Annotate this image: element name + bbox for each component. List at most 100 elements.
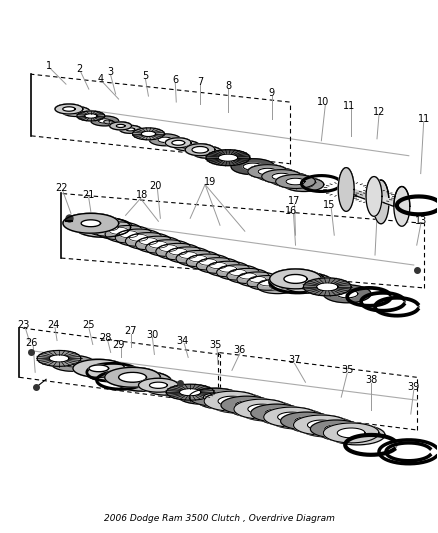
Text: 7: 7 bbox=[197, 77, 203, 87]
Polygon shape bbox=[81, 220, 101, 227]
Polygon shape bbox=[264, 407, 319, 427]
Polygon shape bbox=[93, 224, 113, 231]
Polygon shape bbox=[286, 178, 305, 185]
Polygon shape bbox=[270, 173, 310, 187]
Polygon shape bbox=[273, 412, 296, 420]
Polygon shape bbox=[115, 229, 162, 246]
Polygon shape bbox=[338, 168, 389, 202]
Polygon shape bbox=[248, 165, 296, 175]
Polygon shape bbox=[110, 126, 141, 133]
Polygon shape bbox=[270, 279, 333, 293]
Polygon shape bbox=[296, 278, 319, 287]
Polygon shape bbox=[73, 368, 137, 381]
Polygon shape bbox=[394, 187, 410, 226]
Text: 13: 13 bbox=[415, 216, 427, 227]
Polygon shape bbox=[276, 175, 324, 184]
Polygon shape bbox=[165, 138, 191, 148]
Polygon shape bbox=[156, 244, 201, 260]
Polygon shape bbox=[251, 413, 311, 425]
Polygon shape bbox=[192, 146, 222, 158]
Polygon shape bbox=[265, 409, 288, 417]
Polygon shape bbox=[217, 265, 259, 280]
Polygon shape bbox=[149, 134, 181, 146]
Polygon shape bbox=[125, 232, 172, 249]
Polygon shape bbox=[197, 391, 249, 409]
Polygon shape bbox=[149, 382, 167, 389]
Text: 1: 1 bbox=[46, 61, 52, 71]
Polygon shape bbox=[185, 144, 215, 156]
Polygon shape bbox=[159, 245, 177, 252]
Polygon shape bbox=[281, 412, 340, 424]
Text: 26: 26 bbox=[25, 337, 37, 348]
Polygon shape bbox=[204, 401, 266, 413]
Polygon shape bbox=[166, 247, 210, 263]
Polygon shape bbox=[221, 396, 273, 414]
Polygon shape bbox=[85, 114, 97, 118]
Polygon shape bbox=[276, 175, 315, 189]
Polygon shape bbox=[336, 290, 358, 298]
Polygon shape bbox=[294, 181, 314, 188]
Polygon shape bbox=[191, 393, 213, 400]
Polygon shape bbox=[176, 251, 220, 266]
Polygon shape bbox=[129, 234, 148, 241]
Polygon shape bbox=[178, 388, 226, 404]
Text: 6: 6 bbox=[172, 75, 178, 85]
Polygon shape bbox=[174, 141, 200, 151]
Polygon shape bbox=[133, 128, 164, 140]
Polygon shape bbox=[366, 176, 382, 216]
Text: 36: 36 bbox=[234, 345, 246, 356]
Polygon shape bbox=[323, 285, 371, 303]
Polygon shape bbox=[293, 415, 355, 427]
Polygon shape bbox=[284, 274, 307, 284]
Text: 12: 12 bbox=[373, 107, 385, 117]
Text: 18: 18 bbox=[136, 190, 148, 200]
Text: 8: 8 bbox=[225, 81, 231, 91]
Text: 37: 37 bbox=[288, 356, 301, 366]
Text: 22: 22 bbox=[55, 183, 67, 193]
Polygon shape bbox=[251, 404, 311, 416]
Polygon shape bbox=[338, 168, 354, 212]
Polygon shape bbox=[234, 409, 296, 421]
Text: 17: 17 bbox=[288, 197, 301, 206]
Polygon shape bbox=[135, 236, 181, 253]
Polygon shape bbox=[264, 407, 325, 419]
Text: 25: 25 bbox=[83, 320, 95, 329]
Polygon shape bbox=[158, 137, 172, 142]
Polygon shape bbox=[146, 240, 191, 256]
Text: 5: 5 bbox=[142, 71, 148, 81]
Polygon shape bbox=[278, 412, 305, 422]
Polygon shape bbox=[234, 399, 296, 411]
Polygon shape bbox=[146, 381, 186, 395]
Text: 11: 11 bbox=[343, 101, 355, 111]
Polygon shape bbox=[254, 406, 282, 416]
Polygon shape bbox=[307, 420, 335, 430]
Polygon shape bbox=[180, 143, 193, 148]
Polygon shape bbox=[221, 396, 281, 408]
Polygon shape bbox=[55, 109, 90, 116]
Polygon shape bbox=[262, 169, 301, 183]
Polygon shape bbox=[218, 396, 246, 406]
Polygon shape bbox=[189, 388, 249, 400]
Polygon shape bbox=[138, 378, 186, 388]
Polygon shape bbox=[366, 197, 410, 226]
Polygon shape bbox=[110, 122, 141, 130]
Polygon shape bbox=[63, 107, 75, 111]
Polygon shape bbox=[203, 393, 226, 401]
Text: 38: 38 bbox=[365, 375, 377, 385]
Polygon shape bbox=[55, 104, 83, 114]
Polygon shape bbox=[276, 182, 324, 191]
Polygon shape bbox=[262, 176, 310, 187]
Polygon shape bbox=[55, 104, 90, 111]
Polygon shape bbox=[243, 163, 263, 170]
Polygon shape bbox=[311, 429, 370, 441]
Polygon shape bbox=[99, 119, 111, 123]
Polygon shape bbox=[323, 433, 385, 445]
Polygon shape bbox=[293, 425, 355, 437]
Polygon shape bbox=[75, 217, 131, 237]
Polygon shape bbox=[119, 373, 146, 382]
Polygon shape bbox=[204, 391, 266, 403]
Polygon shape bbox=[73, 359, 124, 377]
Polygon shape bbox=[186, 254, 230, 270]
Polygon shape bbox=[227, 269, 269, 284]
Polygon shape bbox=[95, 222, 142, 239]
